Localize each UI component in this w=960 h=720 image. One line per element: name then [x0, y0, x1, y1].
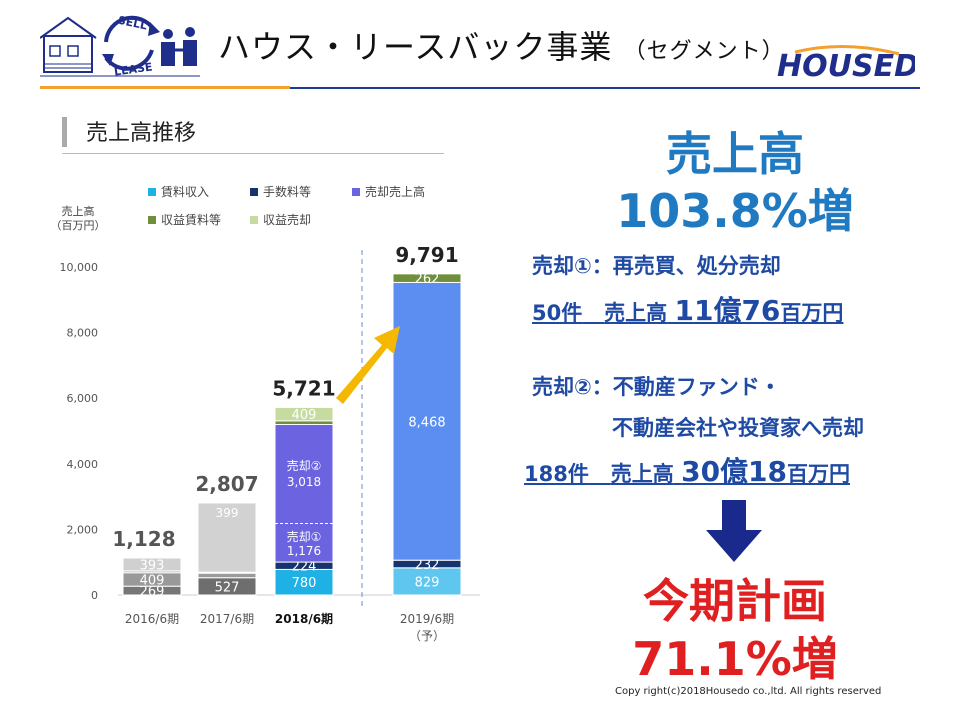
bar-value-label-2-1: 224	[292, 560, 317, 575]
x-category-label-2: 2018/6期	[275, 611, 333, 626]
sale1-count: 50件	[532, 301, 583, 325]
page-title-sub: （セグメント）	[623, 39, 785, 64]
bar-value-label-2-0: 780	[292, 576, 317, 591]
headline-growth: 103.8%増	[616, 184, 854, 238]
x-category-label-3: 2019/6期	[400, 612, 454, 626]
bar-segment-2-0	[274, 568, 334, 596]
sale1-amount: 11億76	[674, 294, 781, 327]
legend-swatch-3	[148, 216, 156, 224]
legend-swatch-0	[148, 188, 156, 196]
sale2-detail: 188件 売上高 30億18百万円	[524, 450, 850, 490]
x-category-note: （予）	[409, 629, 445, 643]
header-rule-orange	[40, 86, 290, 89]
legend-label-3: 収益賃料等	[161, 212, 221, 227]
section-title: 売上高推移	[86, 121, 197, 146]
sale1-title: 売却①：再売買、処分売却	[532, 254, 781, 278]
bar-total-label-2: 5,721	[272, 376, 335, 400]
page-title: ハウス・リースバック事業 （セグメント）	[218, 22, 785, 68]
y-tick-label-3: 6,000	[67, 392, 99, 405]
bar-value-label-0-4: 393	[140, 558, 165, 573]
bar-segment-0-4	[122, 557, 182, 572]
y-tick-label-0: 0	[91, 589, 98, 602]
bar-segment-1-4	[197, 502, 257, 573]
legend-label-2: 売却売上高	[365, 184, 425, 199]
split2-value: 3,018	[287, 475, 321, 489]
bar-value-label-2-4: 409	[292, 408, 317, 423]
bar-value-label-0-1: 409	[140, 573, 165, 588]
y-axis-label-line-0: 売上高	[62, 204, 95, 218]
plan-title: 今期計画	[643, 574, 827, 628]
y-axis-label-line-1: （百万円）	[51, 219, 106, 232]
bar-segment-3-3	[392, 273, 462, 283]
plan-growth: 71.1%増	[632, 632, 838, 686]
x-category-label-1: 2017/6期	[200, 612, 254, 626]
y-tick-label-4: 8,000	[67, 327, 99, 340]
bar-segment-1-1	[197, 572, 257, 579]
split1-value: 1,176	[287, 544, 321, 558]
bar-value-label-3-3: 262	[415, 272, 440, 287]
legend-label-0: 賃料収入	[161, 184, 209, 199]
split2-label: 売却②	[287, 458, 322, 473]
bar-total-label-1: 2,807	[195, 472, 258, 496]
bar-value-label-3-2: 8,468	[408, 415, 445, 430]
brand-logo: HOUSEDO	[777, 44, 915, 84]
bar-segment-3-0	[392, 567, 462, 596]
page-title-main: ハウス・リースバック事業	[218, 28, 613, 66]
sale1-unit: 百万円	[780, 301, 844, 325]
split1-label: 売却①	[287, 529, 322, 544]
sale2-amount: 30億18	[681, 455, 788, 488]
brand-swoosh-icon	[794, 44, 900, 56]
section-bar	[62, 117, 67, 147]
sell-lease-logo-icon: SELL LEASE	[40, 14, 200, 79]
bar-total-label-3: 9,791	[395, 243, 458, 267]
sale2-title: 売却②：不動産ファンド・	[532, 375, 781, 399]
sale2-count: 188件	[524, 462, 589, 486]
logo-word-lease: LEASE	[113, 60, 153, 78]
y-tick-label-5: 10,000	[60, 261, 99, 274]
bar-value-label-3-1: 232	[415, 558, 440, 573]
legend-label-1: 手数料等	[263, 184, 311, 199]
header-rule-blue	[290, 87, 920, 89]
header: SELL LEASE ハウス・リースバック事業 （セグメント） HOUSEDO	[0, 0, 960, 92]
logo-word-sell: SELL	[117, 14, 149, 33]
section-rule	[62, 153, 444, 154]
growth-arrow-icon	[336, 326, 400, 404]
sale1-label: 売上高	[604, 301, 668, 325]
legend-label-4: 収益売却	[263, 212, 311, 227]
sale1-detail: 50件 売上高 11億76百万円	[532, 289, 843, 329]
brand-logo-text: HOUSEDO	[777, 49, 915, 84]
summary-panel: 売上高 103.8%増 売却①：再売買、処分売却 50件 売上高 11億76百万…	[520, 100, 950, 700]
bar-value-label-1-0: 527	[215, 580, 240, 595]
y-tick-label-1: 2,000	[67, 523, 99, 536]
legend-swatch-1	[250, 188, 258, 196]
y-tick-label-2: 4,000	[67, 458, 99, 471]
legend-swatch-4	[250, 216, 258, 224]
bar-segment-2-2	[274, 424, 334, 563]
copyright: Copy right(c)2018Housedo co.,ltd. All ri…	[615, 686, 882, 697]
bar-segment-3-2	[392, 281, 462, 561]
legend-swatch-2	[352, 188, 360, 196]
bar-2017-top-label: 399	[216, 506, 239, 520]
sale2-label: 売上高	[610, 462, 674, 486]
sale2-title-cont: 不動産会社や投資家へ売却	[612, 416, 864, 440]
bar-total-label-0: 1,128	[112, 527, 175, 551]
x-category-label-0: 2016/6期	[125, 612, 179, 626]
headline-sales: 売上高	[666, 127, 804, 181]
down-arrow-icon	[706, 500, 762, 562]
bar-segment-2-4	[274, 406, 334, 422]
bar-value-label-3-0: 829	[415, 575, 440, 590]
bar-value-label-0-0: 269	[140, 585, 165, 600]
sale2-unit: 百万円	[787, 462, 851, 486]
